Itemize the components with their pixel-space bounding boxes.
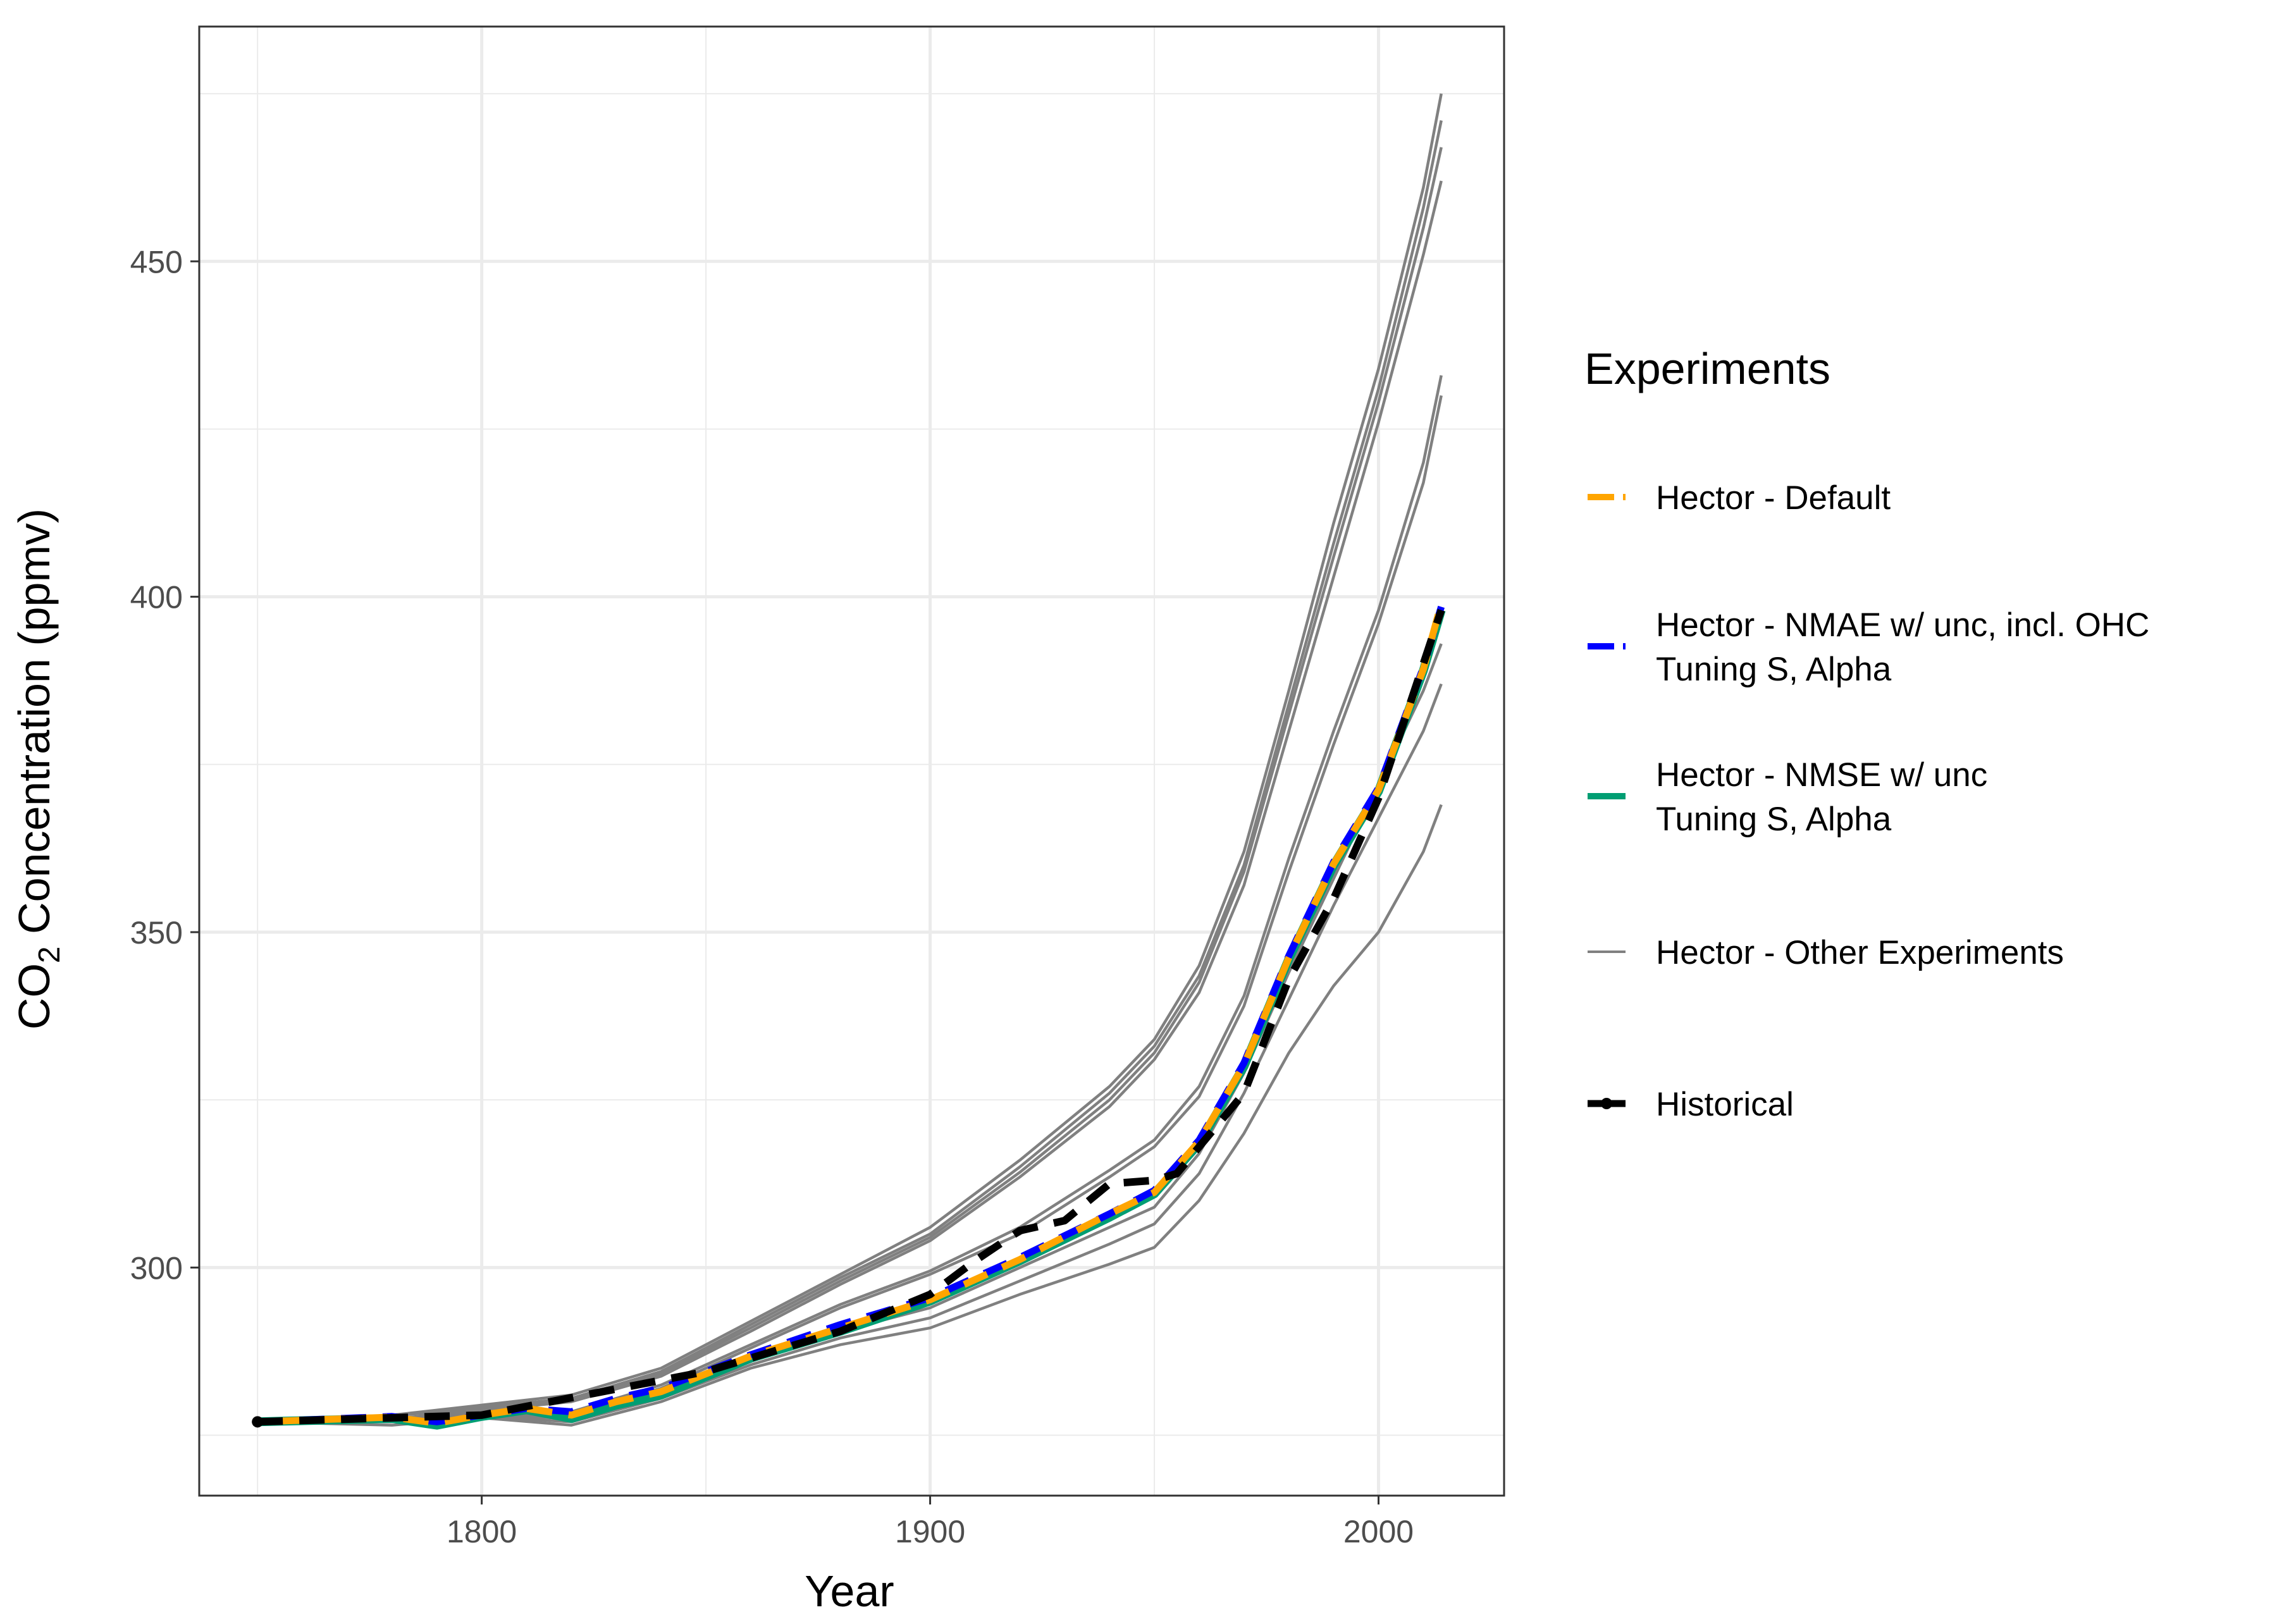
series-line-other-9 — [257, 804, 1443, 1427]
y-axis-title-rest: Concentration (ppmv) — [9, 508, 59, 947]
minor-gridlines — [199, 27, 1504, 1496]
legend-label: Hector - NMSE w/ unc — [1656, 756, 1987, 794]
y-tick-label: 450 — [130, 244, 183, 280]
legend-title: Experiments — [1584, 344, 1830, 393]
historical-point — [252, 1416, 264, 1428]
series-line-other-1 — [257, 93, 1443, 1424]
legend-item-1: Hector - NMAE w/ unc, incl. OHC Tuning S,… — [1588, 606, 2149, 688]
plot-border — [198, 25, 1505, 1497]
y-axis-title-subscript: 2 — [33, 946, 66, 963]
series-line-default — [257, 602, 1445, 1427]
major-gridlines — [199, 27, 1504, 1496]
y-tick-labels: 300 350 400 450 — [130, 244, 183, 1286]
y-tick-label: 300 — [130, 1250, 183, 1286]
legend-item-0: Hector - Default — [1588, 479, 1891, 517]
axis-ticks — [190, 260, 1379, 1504]
legend-item-2: Hector - NMSE w/ unc Tuning S, Alpha — [1588, 756, 1987, 838]
legend-label: Hector - NMAE w/ unc, incl. OHC — [1656, 606, 2149, 644]
y-tick-label: 400 — [130, 580, 183, 615]
series-line-historical — [257, 608, 1445, 1426]
legend-item-4: Historical — [1588, 1086, 1794, 1123]
legend-item-3: Hector - Other Experiments — [1588, 934, 2064, 971]
x-tick-label: 1800 — [447, 1514, 517, 1549]
legend-label: Hector - Other Experiments — [1656, 934, 2064, 971]
series-layer — [252, 93, 1446, 1430]
x-tick-label: 1900 — [895, 1514, 965, 1549]
y-axis-title-main: CO — [9, 963, 59, 1030]
y-tick-label: 350 — [130, 915, 183, 950]
plot-panel — [199, 27, 1504, 1496]
legend-label: Tuning S, Alpha — [1656, 801, 1892, 838]
y-axis-title: CO2 Concentration (ppmv) — [9, 508, 66, 1030]
x-axis-title: Year — [805, 1566, 894, 1616]
plot-panel-background — [199, 27, 1504, 1496]
legend-key-point — [1601, 1098, 1612, 1109]
legend-label: Tuning S, Alpha — [1656, 651, 1892, 688]
legend: Experiments Hector - Default Hector - NMA… — [1584, 344, 2149, 1123]
x-tick-labels: 1800 1900 2000 — [447, 1514, 1414, 1549]
plot-border-rect — [198, 25, 1505, 1497]
legend-label: Hector - Default — [1656, 479, 1891, 517]
legend-label: Historical — [1656, 1086, 1794, 1123]
x-tick-label: 2000 — [1343, 1514, 1414, 1549]
